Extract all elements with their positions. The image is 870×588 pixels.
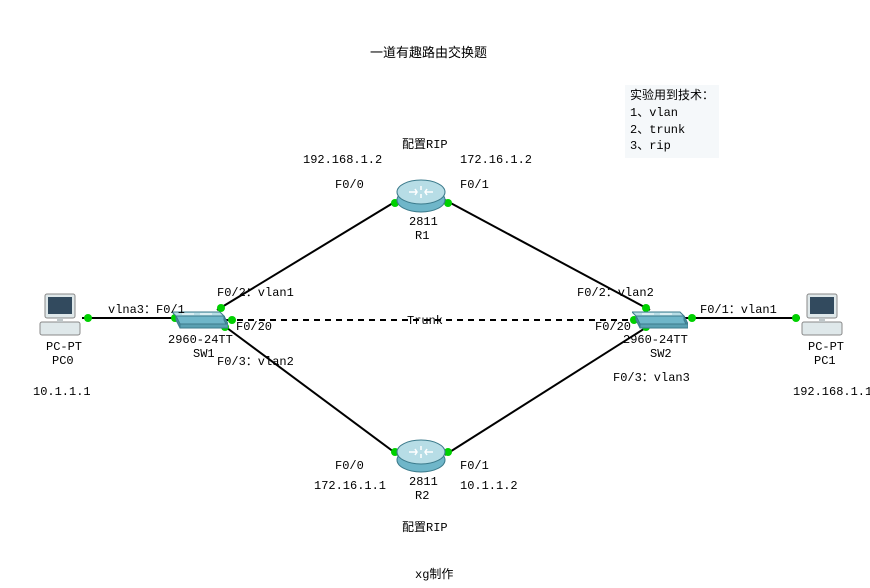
r1-rip: 配置RIP — [402, 135, 448, 152]
pc1-name: PC-PT — [808, 340, 844, 354]
sw1-f02: F0/2：vlan1 — [217, 283, 294, 300]
pc0-name: PC-PT — [46, 340, 82, 354]
sw2-f020: F0/20 — [595, 320, 631, 334]
r2-ip-left: 172.16.1.1 — [314, 479, 386, 493]
pc1-port: F0/1：vlan1 — [700, 300, 777, 317]
status-dot — [688, 314, 696, 322]
r2-icon[interactable] — [395, 438, 447, 474]
status-dot — [84, 314, 92, 322]
notes-line: 2、trunk — [630, 123, 685, 137]
sw2-icon[interactable] — [632, 308, 688, 332]
notes-line: 1、vlan — [630, 106, 678, 120]
r2-host: R2 — [415, 489, 429, 503]
pc0-port: vlna3：F0/1 — [108, 300, 185, 317]
notes-heading: 实验用到技术： — [630, 89, 714, 103]
link-r2-sw2 — [445, 325, 650, 455]
sw2-f03: F0/3：vlan3 — [613, 368, 690, 385]
pc1-ip: 192.168.1.1 — [793, 385, 870, 399]
pc1-host: PC1 — [814, 354, 836, 368]
tech-notes: 实验用到技术： 1、vlan 2、trunk 3、rip — [625, 85, 719, 158]
sw2-f02: F0/2：vlan2 — [577, 283, 654, 300]
r1-ip-right: 172.16.1.2 — [460, 153, 532, 167]
pc0-host: PC0 — [52, 354, 74, 368]
r1-port-f00: F0/0 — [335, 178, 364, 192]
pc1-icon[interactable] — [800, 292, 844, 338]
sw1-model: 2960-24TT — [168, 333, 233, 347]
r1-host: R1 — [415, 229, 429, 243]
pc0-icon[interactable] — [38, 292, 82, 338]
r1-model: 2811 — [409, 215, 438, 229]
notes-line: 3、rip — [630, 139, 671, 153]
r2-port-f00: F0/0 — [335, 459, 364, 473]
r1-port-f01: F0/1 — [460, 178, 489, 192]
status-dot — [228, 316, 236, 324]
trunk-label: Trunk — [407, 314, 443, 328]
status-dot — [792, 314, 800, 322]
r1-icon[interactable] — [395, 178, 447, 214]
r2-ip-right: 10.1.1.2 — [460, 479, 518, 493]
sw1-host: SW1 — [193, 347, 215, 361]
pc0-ip: 10.1.1.1 — [33, 385, 91, 399]
r2-rip: 配置RIP — [402, 518, 448, 535]
r1-ip-left: 192.168.1.2 — [303, 153, 382, 167]
r2-model: 2811 — [409, 475, 438, 489]
sw1-f03: F0/3：vlan2 — [217, 352, 294, 369]
sw1-f020: F0/20 — [236, 320, 272, 334]
footer-text: xg制作 — [415, 565, 453, 582]
topology-canvas — [0, 0, 870, 588]
sw2-host: SW2 — [650, 347, 672, 361]
r2-port-f01: F0/1 — [460, 459, 489, 473]
link-sw1-r2 — [223, 325, 398, 455]
sw2-model: 2960-24TT — [623, 333, 688, 347]
page-title: 一道有趣路由交换题 — [370, 42, 487, 61]
